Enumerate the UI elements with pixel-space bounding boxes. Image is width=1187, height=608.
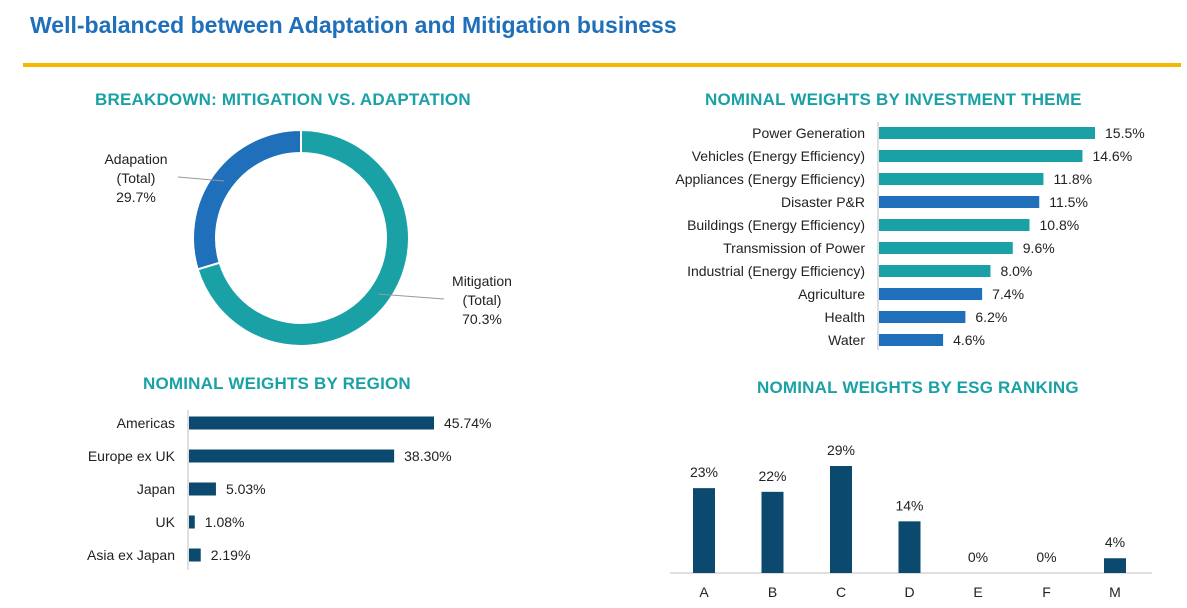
esg-chart-title: NOMINAL WEIGHTS BY ESG RANKING xyxy=(757,378,1079,397)
esg-bar xyxy=(898,521,921,573)
theme-category-label: Vehicles (Energy Efficiency) xyxy=(692,148,865,164)
theme-bar xyxy=(879,173,1044,185)
region-category-label: Europe ex UK xyxy=(88,448,176,464)
region-value-label: 5.03% xyxy=(226,481,266,497)
region-chart-title: NOMINAL WEIGHTS BY REGION xyxy=(143,374,411,393)
esg-category-label: M xyxy=(1109,584,1121,600)
theme-category-label: Water xyxy=(828,332,865,348)
esg-value-label: 0% xyxy=(1036,549,1056,565)
theme-value-label: 10.8% xyxy=(1040,217,1080,233)
theme-bar xyxy=(879,127,1095,139)
theme-value-label: 8.0% xyxy=(1000,263,1032,279)
region-value-label: 38.30% xyxy=(404,448,451,464)
theme-value-label: 7.4% xyxy=(992,286,1024,302)
region-bar xyxy=(189,482,216,496)
region-category-label: Americas xyxy=(117,415,175,431)
esg-value-label: 14% xyxy=(895,497,923,513)
theme-category-label: Industrial (Energy Efficiency) xyxy=(687,263,865,279)
theme-value-label: 15.5% xyxy=(1105,125,1145,141)
region-value-label: 1.08% xyxy=(205,514,245,530)
donut-label-mitigation: Mitigation xyxy=(452,273,512,289)
theme-category-label: Appliances (Energy Efficiency) xyxy=(675,171,865,187)
theme-bar xyxy=(879,311,966,323)
donut-label-adaptation: (Total) xyxy=(117,170,156,186)
donut-leader-line xyxy=(377,293,445,300)
esg-value-label: 29% xyxy=(827,442,855,458)
title-divider xyxy=(23,63,1181,67)
theme-bar xyxy=(879,242,1013,254)
theme-chart-title: NOMINAL WEIGHTS BY INVESTMENT THEME xyxy=(705,90,1082,109)
esg-bar xyxy=(830,466,852,573)
region-bar xyxy=(189,515,195,529)
theme-category-label: Health xyxy=(825,309,865,325)
donut-chart-title: BREAKDOWN: MITIGATION VS. ADAPTATION xyxy=(95,90,471,109)
esg-category-label: F xyxy=(1042,584,1051,600)
theme-category-label: Power Generation xyxy=(752,125,865,141)
region-category-label: Japan xyxy=(137,481,175,497)
theme-bar xyxy=(879,150,1083,162)
esg-category-label: B xyxy=(768,584,777,600)
region-bar xyxy=(189,416,434,430)
region-value-label: 2.19% xyxy=(211,547,251,563)
region-category-label: Asia ex Japan xyxy=(87,547,175,563)
theme-value-label: 9.6% xyxy=(1023,240,1055,256)
theme-category-label: Agriculture xyxy=(798,286,865,302)
esg-value-label: 0% xyxy=(968,549,988,565)
theme-bar xyxy=(879,334,944,346)
esg-bar xyxy=(693,488,715,573)
donut-value-adaptation: 29.7% xyxy=(116,189,156,205)
esg-value-label: 23% xyxy=(690,464,718,480)
donut-slice-mitigation xyxy=(196,128,410,347)
esg-category-label: D xyxy=(904,584,914,600)
esg-bar xyxy=(1104,558,1126,573)
theme-bar xyxy=(879,196,1040,208)
page-title: Well-balanced between Adaptation and Mit… xyxy=(30,12,677,38)
theme-value-label: 4.6% xyxy=(953,332,985,348)
theme-bar xyxy=(879,219,1030,231)
donut-value-mitigation: 70.3% xyxy=(462,311,502,327)
region-value-label: 45.74% xyxy=(444,415,491,431)
theme-category-label: Disaster P&R xyxy=(781,194,865,210)
esg-value-label: 4% xyxy=(1105,534,1125,550)
theme-category-label: Transmission of Power xyxy=(723,240,865,256)
theme-category-label: Buildings (Energy Efficiency) xyxy=(687,217,865,233)
region-bar xyxy=(189,548,201,562)
region-bar xyxy=(189,449,395,463)
theme-bar xyxy=(879,288,983,300)
theme-value-label: 11.8% xyxy=(1053,171,1092,187)
esg-value-label: 22% xyxy=(758,468,786,484)
theme-value-label: 6.2% xyxy=(975,309,1007,325)
theme-bar xyxy=(879,265,991,277)
esg-bar xyxy=(761,491,784,573)
theme-value-label: 11.5% xyxy=(1049,194,1088,210)
esg-category-label: A xyxy=(699,584,709,600)
donut-label-mitigation: (Total) xyxy=(463,292,502,308)
region-category-label: UK xyxy=(156,514,176,530)
donut-slice-adaptation xyxy=(192,128,302,271)
esg-category-label: C xyxy=(836,584,846,600)
donut-label-adaptation: Adapation xyxy=(104,151,167,167)
donut-leader-line xyxy=(177,176,225,182)
theme-value-label: 14.6% xyxy=(1092,148,1132,164)
esg-category-label: E xyxy=(973,584,982,600)
